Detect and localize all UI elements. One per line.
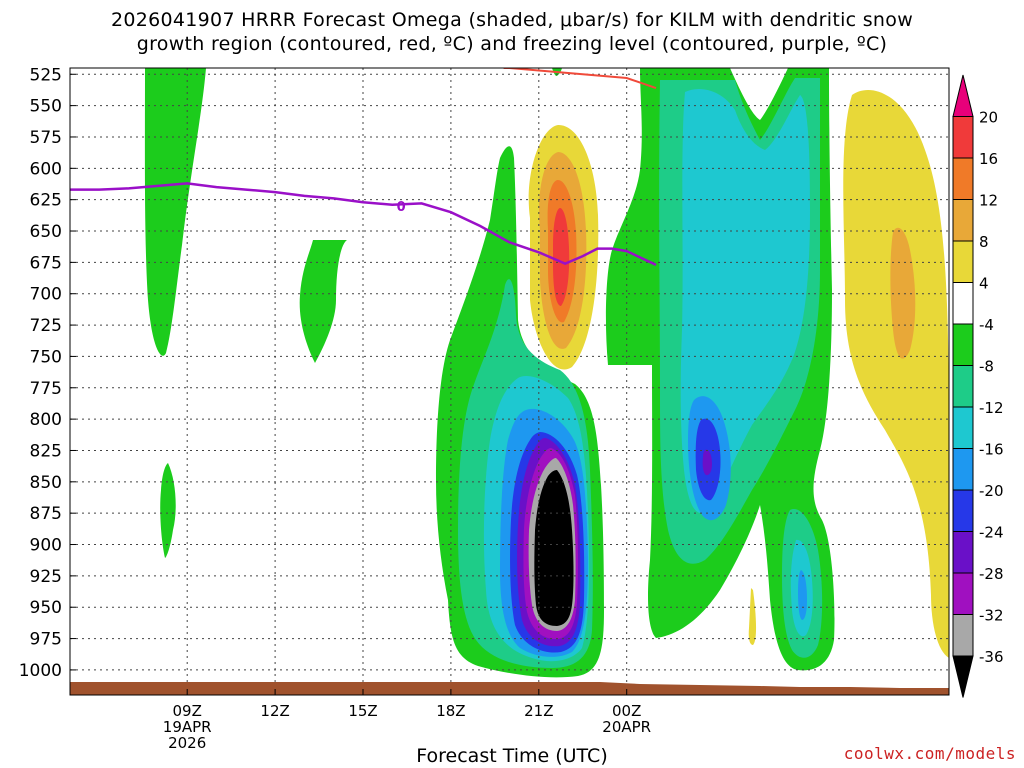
colorbar-swatch [952,406,974,449]
descent-region-16 [553,208,570,306]
chart-title-line-2: growth region (contoured, red, ºC) and f… [136,33,888,55]
freezing-level-label: 0 [397,200,406,215]
descent-region-east-4 [843,89,949,659]
colorbar-label: -8 [979,358,994,376]
colorbar-swatch [952,614,974,657]
colorbar-label: -28 [979,565,1004,583]
colorbar-label: 4 [979,275,989,293]
colorbar-label: -20 [979,482,1004,500]
y-tick-label: 550 [30,97,62,117]
colorbar-swatch [952,655,974,698]
y-tick-label: 675 [30,253,62,273]
colorbar-label: 8 [979,233,989,251]
colorbar-swatch [952,282,974,325]
x-tick-label: 21Z [524,702,553,720]
colorbar-swatch [952,323,974,366]
terrain-ground [70,682,949,695]
y-tick-label: 700 [30,285,62,305]
ascent-region-east-28 [702,449,712,476]
colorbar: 20 16 12 8 4 -4 -8 -12 -16 -20 -24 -28 -32 -36 [952,74,1004,698]
ascent-region-small-lower-left [160,463,176,558]
y-tick-label: 725 [30,316,62,336]
y-tick-label: 650 [30,222,62,242]
y-tick-label: 525 [30,65,62,85]
colorbar-swatch [952,116,974,159]
y-tick-label: 875 [30,504,62,524]
freezing-level-line [70,182,657,267]
chart-title-line-1: 2026041907 HRRR Forecast Omega (shaded, … [110,9,914,31]
y-tick-label: 775 [30,379,62,399]
colorbar-label: -36 [979,648,1004,666]
descent-region-small-4 [748,588,757,645]
y-tick-label: 950 [30,598,62,618]
ascent-region-mid-left [299,240,347,363]
y-tick-label: 575 [30,128,62,148]
x-tick-label: 18Z [436,702,465,720]
x-axis-title: Forecast Time (UTC) [416,745,608,767]
dendritic-growth-zone-line [503,68,657,90]
colorbar-swatch [952,448,974,491]
ascent-region-low-20 [798,570,807,620]
x-tick-label: 00Z [612,702,641,720]
x-tick-label: 12Z [260,702,289,720]
gridlines [70,68,949,695]
y-tick-label: 975 [30,630,62,650]
x-tick-year-label: 2026 [168,734,206,752]
ascent-region-upper-left [144,68,206,356]
y-tick-label: 1000 [19,661,62,681]
ascent-core-black [534,470,574,626]
colorbar-swatch [952,74,974,117]
colorbar-label: 16 [979,150,998,168]
x-tick-label: 15Z [348,702,377,720]
colorbar-label: 20 [979,109,998,127]
y-tick-label: 825 [30,441,62,461]
colorbar-label: 12 [979,192,998,210]
colorbar-label: -12 [979,399,1004,417]
colorbar-swatch [952,489,974,532]
colorbar-label: -4 [979,316,994,334]
y-tick-label: 850 [30,473,62,493]
y-axis: 525 550 575 600 625 650 675 700 725 750 775 800 825 8… [19,65,76,681]
y-tick-label: 925 [30,567,62,587]
y-tick-label: 900 [30,536,62,556]
colorbar-swatch [952,240,974,283]
plot-area: 0 [70,68,949,695]
x-tick-label: 09Z [173,702,202,720]
colorbar-label: -16 [979,441,1004,459]
x-tick-date-label: 19APR [163,718,212,736]
y-tick-label: 625 [30,191,62,211]
x-tick-date-label: 20APR [602,718,651,736]
plot-frame [69,67,950,696]
colorbar-swatch [952,365,974,408]
colorbar-swatch [952,157,974,200]
colorbar-swatch [952,199,974,242]
y-tick-label: 600 [30,159,62,179]
y-tick-label: 800 [30,410,62,430]
y-tick-label: 750 [30,347,62,367]
colorbar-swatch [952,531,974,574]
source-credit: coolwx.com/models [843,744,1016,763]
colorbar-swatch [952,572,974,615]
colorbar-label: -24 [979,524,1004,542]
colorbar-label: -32 [979,607,1004,625]
descent-region-east-8 [890,227,916,359]
